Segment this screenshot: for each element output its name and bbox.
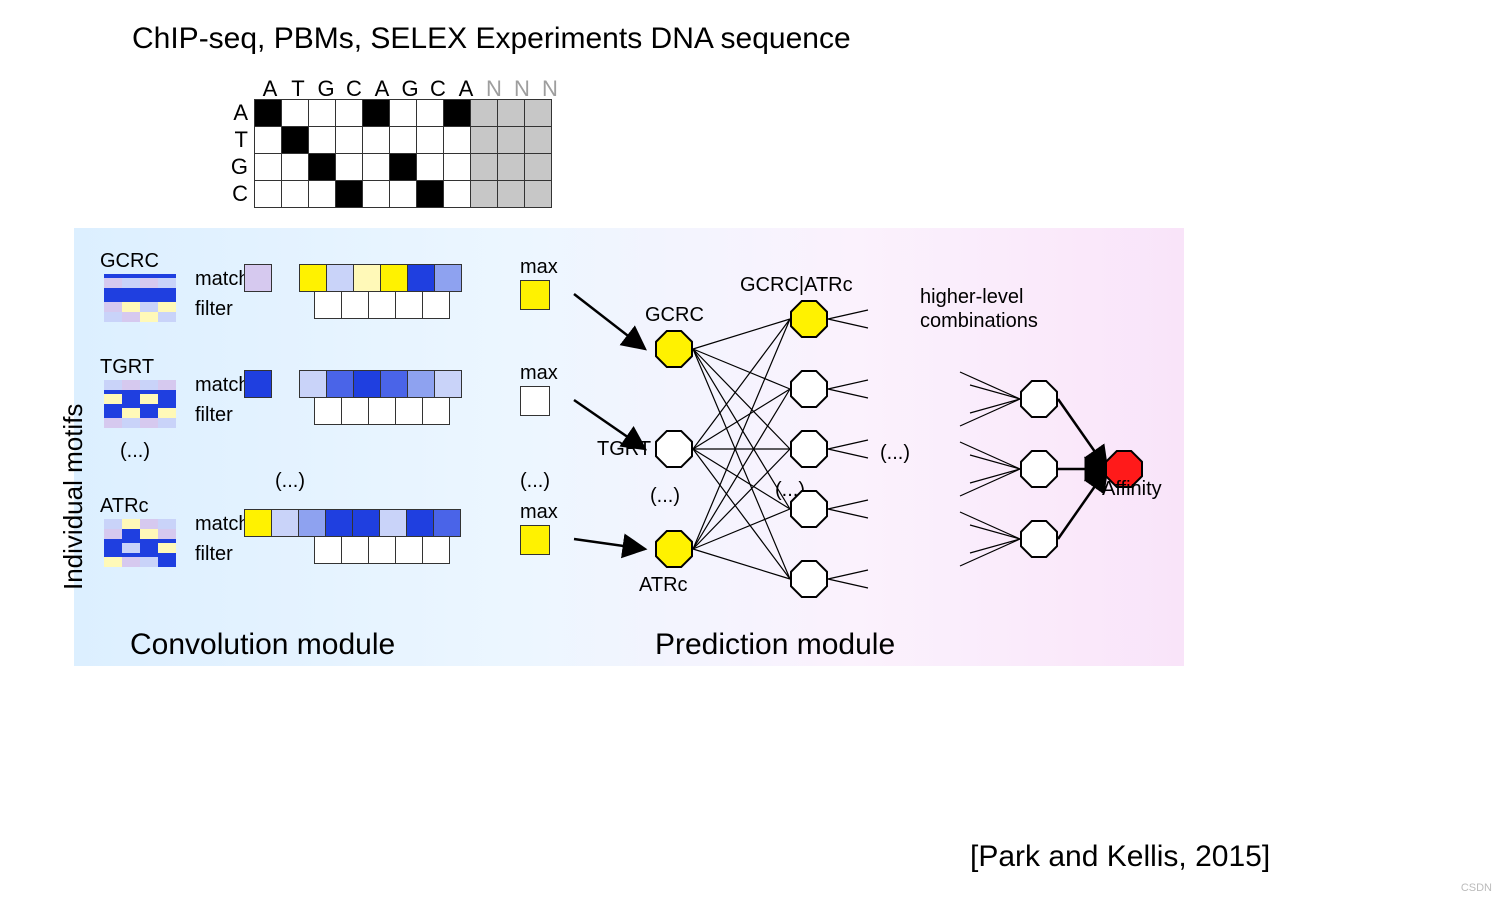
ellipsis-strips: (...)	[275, 470, 305, 493]
onehot-cell	[362, 99, 390, 127]
side-label: Individual motifs	[58, 404, 89, 590]
higher-label-1: higher-level	[920, 286, 1023, 309]
motif-name: GCRC	[100, 250, 159, 273]
onehot-cell	[416, 99, 444, 127]
nn-node-l1	[655, 330, 693, 368]
onehot-cell	[308, 99, 336, 127]
onehot-row-label: T	[224, 126, 254, 154]
ellipsis-filters: (...)	[120, 440, 150, 463]
onehot-grid: ATGC	[224, 100, 551, 208]
max-cell	[520, 386, 550, 416]
match-label: match	[195, 513, 249, 536]
nn-node-l1	[655, 430, 693, 468]
nn-node-label: GCRC|ATRc	[740, 274, 853, 297]
onehot-cell	[335, 180, 363, 208]
max-label: max	[520, 501, 558, 524]
onehot-row-label: A	[224, 99, 254, 127]
ellipsis-max: (...)	[520, 470, 550, 493]
onehot-cell	[497, 180, 525, 208]
nn-node-l2	[790, 430, 828, 468]
onehot-cell	[470, 180, 498, 208]
onehot-cell	[254, 180, 282, 208]
onehot-cell	[497, 153, 525, 181]
onehot-cell	[362, 180, 390, 208]
max-label: max	[520, 362, 558, 385]
onehot-cell	[443, 126, 471, 154]
onehot-cell	[524, 126, 552, 154]
nn-node-label: TGRT	[597, 438, 651, 461]
nn-node-l2	[790, 560, 828, 598]
nn-node-l1	[655, 530, 693, 568]
onehot-cell	[524, 99, 552, 127]
onehot-cell	[416, 180, 444, 208]
onehot-cell	[443, 99, 471, 127]
onehot-cell	[281, 126, 309, 154]
page-title: ChIP-seq, PBMs, SELEX Experiments DNA se…	[132, 22, 851, 56]
watermark: CSDN	[1461, 882, 1492, 894]
max-cell	[520, 525, 550, 555]
onehot-cell	[416, 153, 444, 181]
conv-module-label: Convolution module	[130, 628, 395, 662]
onehot-cell	[497, 126, 525, 154]
onehot-cell	[281, 153, 309, 181]
nn-node-l3	[1020, 380, 1058, 418]
onehot-cell	[389, 153, 417, 181]
match-label: match	[195, 268, 249, 291]
onehot-cell	[524, 180, 552, 208]
onehot-cell	[362, 126, 390, 154]
onehot-cell	[335, 153, 363, 181]
nn-node-l2	[790, 300, 828, 338]
onehot-cell	[362, 153, 390, 181]
nn-node-l2	[790, 370, 828, 408]
motif-name: ATRc	[100, 495, 149, 518]
filter-label: filter	[195, 543, 233, 566]
onehot-cell	[335, 126, 363, 154]
max-label: max	[520, 256, 558, 279]
onehot-cell	[443, 180, 471, 208]
onehot-cell	[416, 126, 444, 154]
motif-name: TGRT	[100, 356, 154, 379]
onehot-cell	[470, 99, 498, 127]
onehot-cell	[470, 153, 498, 181]
onehot-cell	[497, 99, 525, 127]
nn-node-l3	[1020, 450, 1058, 488]
motif-filter-grid	[104, 274, 176, 322]
onehot-cell	[254, 99, 282, 127]
onehot-row-label: G	[224, 153, 254, 181]
onehot-cell	[254, 126, 282, 154]
nn-node-l2	[790, 490, 828, 528]
nn-node-l3	[1020, 520, 1058, 558]
filter-label: filter	[195, 298, 233, 321]
motif-filter-grid	[104, 380, 176, 428]
pred-module-label: Prediction module	[655, 628, 895, 662]
match-strip	[258, 370, 477, 425]
citation: [Park and Kellis, 2015]	[970, 840, 1270, 874]
onehot-cell	[389, 99, 417, 127]
nn-node-label: ATRc	[639, 574, 688, 597]
motif-filter-grid	[104, 519, 176, 567]
onehot-cell	[389, 180, 417, 208]
onehot-cell	[308, 153, 336, 181]
affinity-label: Affinity	[1102, 478, 1162, 501]
match-strip	[258, 264, 477, 319]
onehot-cell	[254, 153, 282, 181]
match-label: match	[195, 374, 249, 397]
onehot-cell	[308, 180, 336, 208]
onehot-cell	[281, 180, 309, 208]
onehot-row-label: C	[224, 180, 254, 208]
onehot-cell	[443, 153, 471, 181]
ellipsis-network: (...)	[880, 442, 910, 465]
nn-node-label: GCRC	[645, 304, 704, 327]
onehot-cell	[281, 99, 309, 127]
onehot-cell	[308, 126, 336, 154]
match-strip	[258, 509, 477, 564]
filter-label: filter	[195, 404, 233, 427]
onehot-cell	[470, 126, 498, 154]
higher-label-2: combinations	[920, 310, 1038, 333]
onehot-cell	[524, 153, 552, 181]
onehot-cell	[335, 99, 363, 127]
onehot-cell	[389, 126, 417, 154]
nn-ellipsis: (...)	[650, 485, 680, 508]
max-cell	[520, 280, 550, 310]
